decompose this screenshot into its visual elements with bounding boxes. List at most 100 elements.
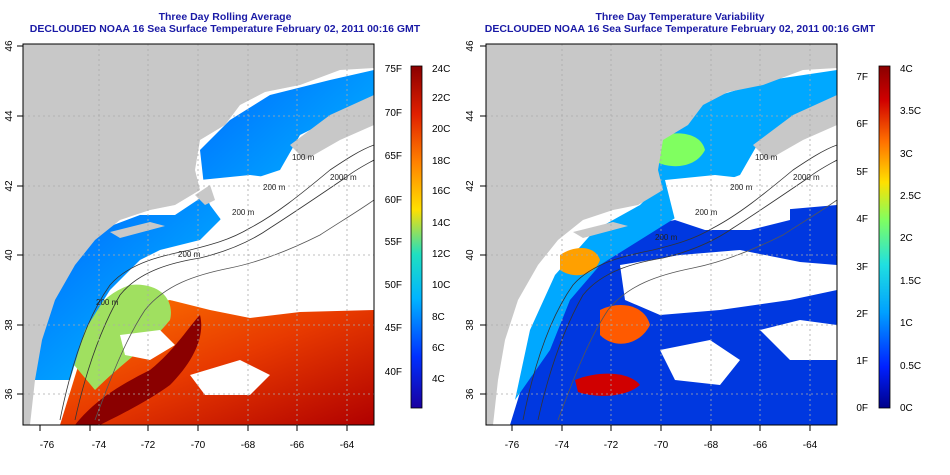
right-colorbar-f-label: 1F <box>856 356 868 367</box>
left-lon-tick: -64 <box>340 440 355 451</box>
right-contour-label: 200 m <box>655 233 678 242</box>
right-colorbar-c-label: 3.5C <box>900 106 921 117</box>
left-lat-tick: 46 <box>4 40 15 52</box>
right-lon-tick: -66 <box>753 440 768 451</box>
right-colorbar <box>878 65 891 409</box>
left-lat-tick: 42 <box>4 180 15 192</box>
left-lat-tick: 44 <box>4 110 15 122</box>
left-cloud-gap <box>120 330 175 360</box>
left-colorbar-fahrenheit-labels: 75F 70F 65F 60F 55F 50F 45F 40F <box>385 64 402 378</box>
left-land-long-island <box>110 222 165 238</box>
right-lon-tick: -72 <box>604 440 619 451</box>
left-contour-2000m <box>94 199 374 421</box>
left-lon-tick: -66 <box>290 440 305 451</box>
right-colorbar-f-label: 6F <box>856 119 868 130</box>
left-cloud-gap <box>150 245 374 305</box>
left-colorbar-c-label: 8C <box>432 312 445 323</box>
left-contour-label: 200 m <box>232 208 255 217</box>
right-contour-200m <box>537 159 837 421</box>
right-axis-ticks <box>480 45 811 431</box>
right-lat-tick: 42 <box>465 180 476 192</box>
right-colorbar-f-label: 0F <box>856 403 868 414</box>
right-contour-label: 100 m <box>755 153 778 162</box>
left-contour-label: 100 m <box>292 153 315 162</box>
right-colorbar-f-label: 2F <box>856 309 868 320</box>
left-colorbar-c-label: 18C <box>432 156 450 167</box>
left-colorbar-f-label: 60F <box>385 195 402 206</box>
right-map-plot: 100 m 200 m 2000 m 200 m 200 m <box>486 44 837 425</box>
right-lat-tick: 40 <box>465 249 476 261</box>
right-contour-label: 200 m <box>730 183 753 192</box>
right-colorbar-f-label: 5F <box>856 167 868 178</box>
right-lat-labels: 46 44 42 40 38 36 <box>465 40 476 400</box>
left-gulfstream-core <box>75 315 202 425</box>
right-lat-tick: 46 <box>465 40 476 52</box>
left-lon-tick: -72 <box>141 440 156 451</box>
left-colorbar-c-label: 12C <box>432 249 450 260</box>
left-land-nova-scotia <box>290 95 374 160</box>
right-panel-title: Three Day Temperature Variability <box>595 11 765 23</box>
left-colorbar-c-label: 4C <box>432 374 445 385</box>
left-lon-tick: -68 <box>241 440 256 451</box>
left-colorbar-f-label: 75F <box>385 64 402 75</box>
left-contour-100m <box>59 144 374 421</box>
right-colorbar-f-label: 7F <box>856 72 868 83</box>
left-colorbar-celsius-labels: 24C 22C 20C 18C 16C 14C 12C 10C 8C 6C 4C <box>432 64 450 385</box>
right-colorbar-c-label: 1C <box>900 318 913 329</box>
left-colorbar-c-label: 10C <box>432 280 450 291</box>
left-colorbar-c-label: 14C <box>432 218 450 229</box>
right-high-variability-patch <box>650 133 705 167</box>
right-lat-tick: 36 <box>465 388 476 400</box>
left-colorbar-f-label: 45F <box>385 323 402 334</box>
left-lat-tick: 36 <box>4 388 15 400</box>
left-colorbar-f-label: 55F <box>385 237 402 248</box>
right-land-long-island <box>573 222 628 238</box>
left-colorbar-f-label: 70F <box>385 108 402 119</box>
left-lat-tick: 38 <box>4 319 15 331</box>
left-gridlines <box>23 44 374 425</box>
left-contour-label: 2000 m <box>330 173 357 182</box>
left-lon-tick: -70 <box>191 440 206 451</box>
right-lat-tick: 38 <box>465 319 476 331</box>
left-cloud-gap <box>190 360 270 395</box>
right-colorbar-f-label: 4F <box>856 214 868 225</box>
right-colorbar-fahrenheit-labels: 7F 6F 5F 4F 3F 2F 1F 0F <box>856 72 868 414</box>
left-panel-title-block: Three Day Rolling Average DECLOUDED NOAA… <box>0 11 450 35</box>
right-lon-labels: -76 -74 -72 -70 -68 -66 -64 <box>505 440 818 451</box>
right-high-variability-patch <box>560 248 600 276</box>
left-colorbar-c-label: 22C <box>432 93 450 104</box>
right-cloud-gap <box>660 340 740 385</box>
left-contour-label: 200 m <box>263 183 286 192</box>
right-cloud-gap <box>760 320 837 360</box>
right-cloud-gap <box>620 250 837 315</box>
left-cold-shelf <box>30 70 374 380</box>
right-panel-title-block: Three Day Temperature Variability DECLOU… <box>455 11 905 35</box>
right-gridlines <box>486 44 837 425</box>
left-contour-label: 200 m <box>96 298 119 307</box>
left-land-cape-cod <box>195 185 215 205</box>
left-panel-subtitle: DECLOUDED NOAA 16 Sea Surface Temperatur… <box>29 23 421 35</box>
right-land-nova-scotia <box>753 95 837 160</box>
left-colorbar-c-label: 6C <box>432 343 445 354</box>
right-contour-label: 2000 m <box>793 173 820 182</box>
left-colorbar-f-label: 65F <box>385 151 402 162</box>
right-lon-tick: -74 <box>555 440 570 451</box>
right-colorbar-celsius-labels: 4C 3.5C 3C 2.5C 2C 1.5C 1C 0.5C 0C <box>900 64 921 414</box>
left-lat-labels: 46 44 42 40 38 36 <box>4 40 15 400</box>
right-panel-subtitle: DECLOUDED NOAA 16 Sea Surface Temperatur… <box>484 23 876 35</box>
right-colorbar-c-label: 2.5C <box>900 191 921 202</box>
left-contour-label: 200 m <box>178 250 201 259</box>
right-lat-tick: 44 <box>465 110 476 122</box>
left-lon-labels: -76 -74 -72 -70 -68 -66 -64 <box>40 440 355 451</box>
left-axis-ticks <box>17 45 348 431</box>
right-contour-2000m <box>557 199 837 421</box>
left-contour-200m <box>74 159 374 421</box>
right-high-variability-patch <box>575 373 640 396</box>
left-map-plot: 100 m 200 m 2000 m 200 m 200 m 200 m <box>23 44 374 425</box>
right-colorbar-c-label: 0C <box>900 403 913 414</box>
left-cloud-gap <box>200 175 330 232</box>
right-colorbar-c-label: 1.5C <box>900 276 921 287</box>
right-colorbar-c-label: 4C <box>900 64 913 75</box>
right-contour-label: 200 m <box>695 208 718 217</box>
